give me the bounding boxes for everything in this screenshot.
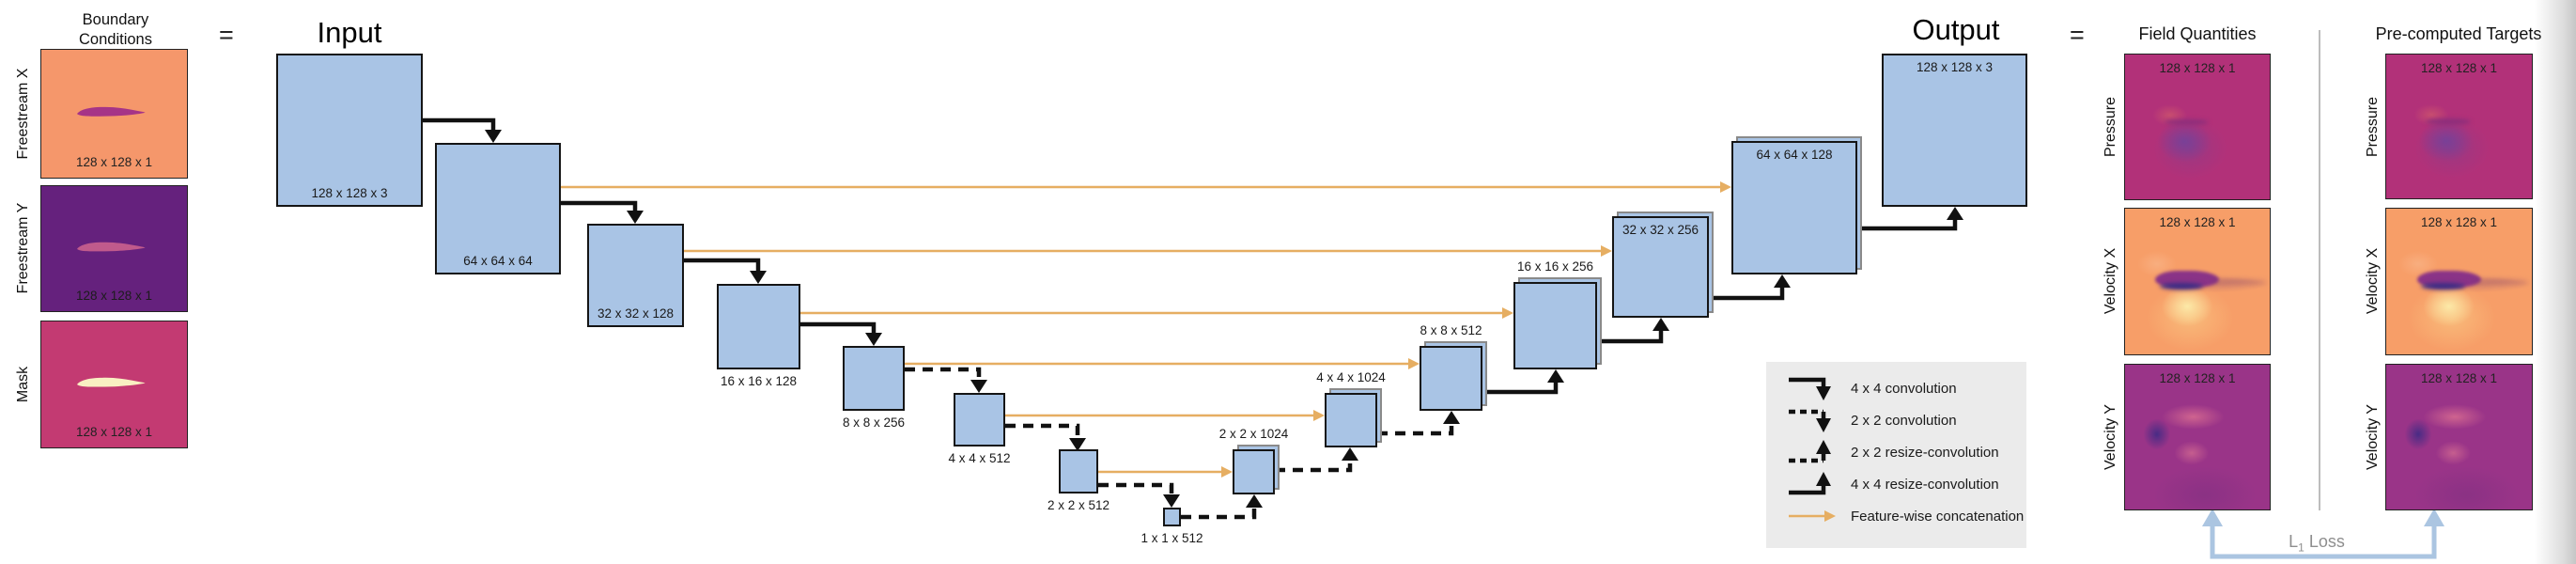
image-dims: 128 x 128 x 1 [2420,215,2498,229]
solid-up-arrow-icon [1789,472,1831,495]
pt-pressure-label: Pressure [2365,96,2381,158]
unet-input-box: 128 x 128 x 3 [276,54,423,207]
box-dims: 128 x 128 x 3 [1916,60,1994,74]
image-dims: 128 x 128 x 1 [75,289,153,303]
unet-output-box: 128 x 128 x 3 [1882,54,2027,207]
legend: 4 x 4 convolution 2 x 2 convolution 2 x … [1766,362,2026,548]
encoder-box-16: 16 x 16 x 128 [717,284,800,388]
image-dims: 128 x 128 x 1 [75,425,153,439]
fq-pressure-image: 128 x 128 x 1 [2124,54,2271,200]
box-dims: 32 x 32 x 256 [1622,223,1699,237]
decoder-box-64: 64 x 64 x 128 [1731,136,1862,274]
dashed-up-arrow-icon [1789,440,1831,463]
decoder-box-32: 32 x 32 x 256 [1612,212,1714,318]
pt-velocity-x-label: Velocity X [2365,247,2381,315]
fq-velocity-y-image: 128 x 128 x 1 [2124,364,2271,510]
image-dims: 128 x 128 x 1 [2420,371,2498,385]
fq-pressure-label: Pressure [2103,96,2118,158]
column-divider [2319,30,2320,510]
image-dims: 128 x 128 x 1 [75,155,153,169]
pt-velocity-y-image: 128 x 128 x 1 [2385,364,2533,510]
decoder-box-16: 16 x 16 x 256 [1513,259,1602,369]
freestream-y-label: Freestream Y [15,202,31,294]
solid-down-arrow-icon [1789,377,1831,400]
dashed-down-arrow-icon [1789,409,1831,432]
conv-2x2-arrows [905,367,1174,495]
concat-arrow-icon [1789,510,1836,522]
legend-item: 4 x 4 convolution [1786,372,2026,404]
encoder-box-64: 64 x 64 x 64 [435,143,561,274]
box-dims: 2 x 2 x 512 [1047,498,1110,512]
encoder-box-32: 32 x 32 x 128 [587,224,684,327]
encoder-box-4: 4 x 4 x 512 [948,393,1011,465]
box-dims: 1 x 1 x 512 [1141,531,1203,545]
legend-label: 2 x 2 convolution [1851,412,1957,429]
airfoil-shape [77,106,146,117]
legend-item: 2 x 2 resize-convolution [1786,436,2026,468]
legend-item: 2 x 2 convolution [1786,404,2026,436]
legend-label: Feature-wise concatenation [1851,508,2025,525]
output-title: Output [1912,13,2000,46]
image-dims: 128 x 128 x 1 [2159,61,2236,75]
image-dims: 128 x 128 x 1 [2159,371,2236,385]
box-dims: 2 x 2 x 1024 [1218,427,1289,441]
freestream-y-image: 128 x 128 x 1 [40,185,188,312]
box-dims: 16 x 16 x 128 [720,374,798,388]
legend-item: 4 x 4 resize-convolution [1786,468,2026,500]
box-dims: 64 x 64 x 128 [1756,148,1833,162]
decoder-box-2: 2 x 2 x 1024 [1219,427,1288,494]
decoder-box-8: 8 x 8 x 512 [1420,323,1487,411]
airfoil-shape [77,378,146,387]
field-quantities-title: Field Quantities [2138,24,2257,43]
equals-sign-right: = [2070,21,2085,49]
bottleneck-box: 1 x 1 x 512 [1141,508,1203,545]
fq-velocity-x-label: Velocity X [2103,247,2118,315]
fq-velocity-x-image: 128 x 128 x 1 [2124,208,2271,355]
input-title: Input [317,16,382,49]
box-dims: 128 x 128 x 3 [311,186,388,200]
legend-label: 4 x 4 resize-convolution [1851,476,1999,493]
box-dims: 4 x 4 x 512 [948,451,1011,465]
pt-velocity-y-label: Velocity Y [2365,404,2381,470]
box-dims: 16 x 16 x 256 [1516,259,1594,274]
legend-label: 2 x 2 resize-convolution [1851,444,1999,461]
l1-loss-label: L1 Loss [2289,532,2345,555]
image-dims: 128 x 128 x 1 [2420,61,2498,75]
decoder-box-4: 4 x 4 x 1024 [1316,370,1386,447]
airfoil-shape [77,242,146,252]
page-edge-shading [2535,0,2576,564]
freestream-x-label: Freestream X [15,68,31,160]
encoder-box-2: 2 x 2 x 512 [1047,449,1110,512]
box-dims: 8 x 8 x 256 [842,415,906,430]
boundary-conditions-title: Boundary Conditions [79,11,152,48]
box-dims: 64 x 64 x 64 [463,254,533,268]
encoder-box-8: 8 x 8 x 256 [843,346,905,430]
fq-velocity-y-label: Velocity Y [2103,404,2118,470]
mask-image: 128 x 128 x 1 [40,321,188,448]
box-dims: 4 x 4 x 1024 [1316,370,1386,384]
box-dims: 32 x 32 x 128 [597,306,675,321]
box-dims: 8 x 8 x 512 [1420,323,1482,337]
freestream-x-image: 128 x 128 x 1 [40,49,188,179]
equals-sign-left: = [219,21,234,49]
mask-label: Mask [15,366,31,403]
legend-label: 4 x 4 convolution [1851,380,1957,397]
pt-velocity-x-image: 128 x 128 x 1 [2385,208,2533,355]
precomputed-targets-title: Pre-computed Targets [2375,24,2542,43]
pt-pressure-image: 128 x 128 x 1 [2385,54,2533,199]
legend-item: Feature-wise concatenation [1786,500,2026,532]
image-dims: 128 x 128 x 1 [2159,215,2236,229]
